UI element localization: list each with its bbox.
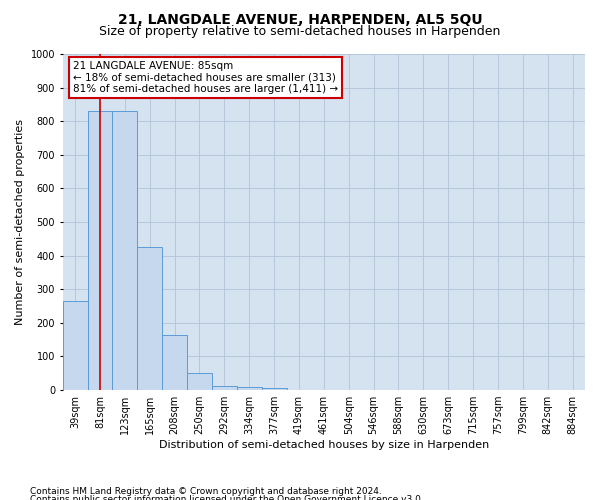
- Text: Size of property relative to semi-detached houses in Harpenden: Size of property relative to semi-detach…: [100, 25, 500, 38]
- X-axis label: Distribution of semi-detached houses by size in Harpenden: Distribution of semi-detached houses by …: [159, 440, 489, 450]
- Bar: [212, 386, 237, 390]
- Bar: [62, 301, 88, 390]
- Y-axis label: Number of semi-detached properties: Number of semi-detached properties: [15, 119, 25, 325]
- Bar: [137, 247, 162, 390]
- Bar: [88, 111, 112, 390]
- Bar: [262, 388, 287, 390]
- Bar: [187, 372, 212, 390]
- Text: Contains HM Land Registry data © Crown copyright and database right 2024.: Contains HM Land Registry data © Crown c…: [30, 488, 382, 496]
- Bar: [162, 334, 187, 390]
- Bar: [237, 386, 262, 390]
- Text: Contains public sector information licensed under the Open Government Licence v3: Contains public sector information licen…: [30, 495, 424, 500]
- Bar: [112, 111, 137, 390]
- Text: 21, LANGDALE AVENUE, HARPENDEN, AL5 5QU: 21, LANGDALE AVENUE, HARPENDEN, AL5 5QU: [118, 12, 482, 26]
- Text: 21 LANGDALE AVENUE: 85sqm
← 18% of semi-detached houses are smaller (313)
81% of: 21 LANGDALE AVENUE: 85sqm ← 18% of semi-…: [73, 60, 338, 94]
